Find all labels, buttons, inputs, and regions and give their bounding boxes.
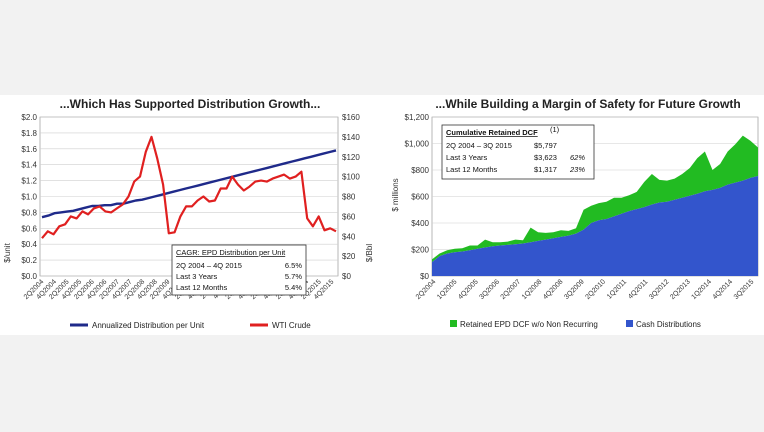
annotation-row-label: Last 3 Years <box>176 272 218 281</box>
x-tick: 3Q2012 <box>648 278 671 301</box>
x-tick: 1Q2014 <box>690 278 713 301</box>
y-tick-left: $1.8 <box>21 129 37 138</box>
annotation-row-value: $3,623 <box>534 153 557 162</box>
x-tick: 3Q2015 <box>733 278 756 301</box>
retained-dcf-area <box>432 135 758 263</box>
x-tick: 2Q2013 <box>669 278 692 301</box>
y-tick: $1,200 <box>405 113 430 122</box>
x-tick: 4Q2014 <box>712 278 735 301</box>
y-tick-left: $0.8 <box>21 208 37 217</box>
y-tick-left: $1.0 <box>21 193 37 202</box>
y-tick-right: $0 <box>342 272 351 281</box>
y-axis-right-label: $/Bbl <box>365 244 374 262</box>
retained-dcf-chart-svg: ...While Building a Margin of Safety for… <box>391 97 759 329</box>
y-tick-left: $2.0 <box>21 113 37 122</box>
legend: Annualized Distribution per Unit WTI Cru… <box>70 321 311 330</box>
annotation-row-label: Last 12 Months <box>176 283 228 292</box>
retained-dcf-annotation-box: Cumulative Retained DCF (1) 2Q 2004 – 3Q… <box>441 124 595 180</box>
retained-dcf-chart: ...While Building a Margin of Safety for… <box>390 95 764 335</box>
y-tick-left: $1.2 <box>21 177 37 186</box>
x-tick: 4Q2005 <box>457 278 480 301</box>
y-tick-left: $1.6 <box>21 145 37 154</box>
annotation-row-pct: 62% <box>570 153 585 162</box>
distribution-chart-svg: ...Which Has Supported Distribution Grow… <box>3 97 374 330</box>
y-tick-right: $120 <box>342 153 360 162</box>
y-tick-left: $0.2 <box>21 256 37 265</box>
legend-label-wti: WTI Crude <box>272 321 311 330</box>
annotation-box-frame <box>441 124 595 180</box>
annotation-row-value: 5.4% <box>285 283 302 292</box>
legend-label-retained: Retained EPD DCF w/o Non Recurring <box>460 320 598 329</box>
legend: Retained EPD DCF w/o Non Recurring Cash … <box>450 320 701 329</box>
y-tick-right: $100 <box>342 173 360 182</box>
annotation-header: Cumulative Retained DCF <box>446 128 538 137</box>
legend-swatch-cash <box>626 320 633 327</box>
y-tick-left: $0.0 <box>21 272 37 281</box>
annotation-header-superscript: (1) <box>550 125 560 134</box>
y-tick-right: $20 <box>342 252 356 261</box>
y-tick-left: $0.4 <box>21 240 37 249</box>
annotation-row-value: $5,797 <box>534 141 557 150</box>
y-axis-left-label: $/unit <box>3 242 12 262</box>
chart-title: ...While Building a Margin of Safety for… <box>435 97 740 111</box>
annotation-row-label: 2Q 2004 – 3Q 2015 <box>446 141 512 150</box>
x-tick: 2Q2007 <box>500 278 523 301</box>
y-tick: $400 <box>411 219 429 228</box>
y-axis-label: $ millions <box>391 178 400 211</box>
y-tick-left: $0.6 <box>21 224 37 233</box>
annotation-row-label: Last 3 Years <box>446 153 488 162</box>
x-tick: 1Q2005 <box>436 278 459 301</box>
y-tick: $0 <box>420 272 429 281</box>
x-tick: 4Q2008 <box>542 278 565 301</box>
y-tick: $800 <box>411 166 429 175</box>
legend-label-distribution: Annualized Distribution per Unit <box>92 321 205 330</box>
annotation-row-pct: 23% <box>569 165 585 174</box>
y-axis-right-ticks: $0 $20 $40 $60 $80 $100 $120 $140 $160 <box>342 113 360 281</box>
y-tick-right: $160 <box>342 113 360 122</box>
x-tick: 3Q2006 <box>478 278 501 301</box>
annotation-box-frame <box>171 244 307 296</box>
annotation-row-label: Last 12 Months <box>446 165 498 174</box>
y-tick-right: $140 <box>342 133 360 142</box>
cagr-annotation-box: CAGR: EPD Distribution per Unit 2Q 2004 … <box>171 244 307 296</box>
x-tick: 1Q2011 <box>606 278 628 300</box>
y-tick-right: $80 <box>342 193 356 202</box>
annotation-row-value: 6.5% <box>285 261 302 270</box>
y-tick-right: $40 <box>342 232 356 241</box>
y-axis-ticks: $0 $200 $400 $600 $800 $1,000 $1,200 <box>405 113 430 281</box>
annotation-row-value: 5.7% <box>285 272 302 281</box>
annotation-header: CAGR: EPD Distribution per Unit <box>176 248 286 257</box>
x-tick: 2Q2004 <box>415 278 438 301</box>
x-tick: 1Q2008 <box>521 278 544 301</box>
legend-swatch-retained <box>450 320 457 327</box>
y-tick: $200 <box>411 246 429 255</box>
x-tick: 3Q2009 <box>563 278 586 301</box>
series-lines <box>41 135 337 239</box>
distribution-growth-chart: ...Which Has Supported Distribution Grow… <box>0 95 384 335</box>
stacked-areas <box>432 135 758 276</box>
x-tick: 4Q2011 <box>627 278 649 300</box>
annotation-row-label: 2Q 2004 – 4Q 2015 <box>176 261 242 270</box>
annotation-row-value: $1,317 <box>534 165 557 174</box>
distribution-line <box>41 149 337 219</box>
y-axis-left-ticks: $0.0 $0.2 $0.4 $0.6 $0.8 $1.0 $1.2 $1.4 $1.6 $1.8… <box>21 113 37 281</box>
legend-label-cash: Cash Distributions <box>636 320 701 329</box>
y-tick-right: $60 <box>342 212 356 221</box>
y-tick-left: $1.4 <box>21 161 37 170</box>
x-tick: 2Q2010 <box>584 278 607 301</box>
x-axis-ticks: 2Q20041Q20054Q20053Q20062Q20071Q20084Q20… <box>415 278 756 301</box>
y-tick: $1,000 <box>405 140 430 149</box>
chart-title: ...Which Has Supported Distribution Grow… <box>60 97 321 111</box>
wti-crude-line <box>41 135 337 239</box>
y-tick: $600 <box>411 193 429 202</box>
cash-distributions-area <box>432 176 758 276</box>
